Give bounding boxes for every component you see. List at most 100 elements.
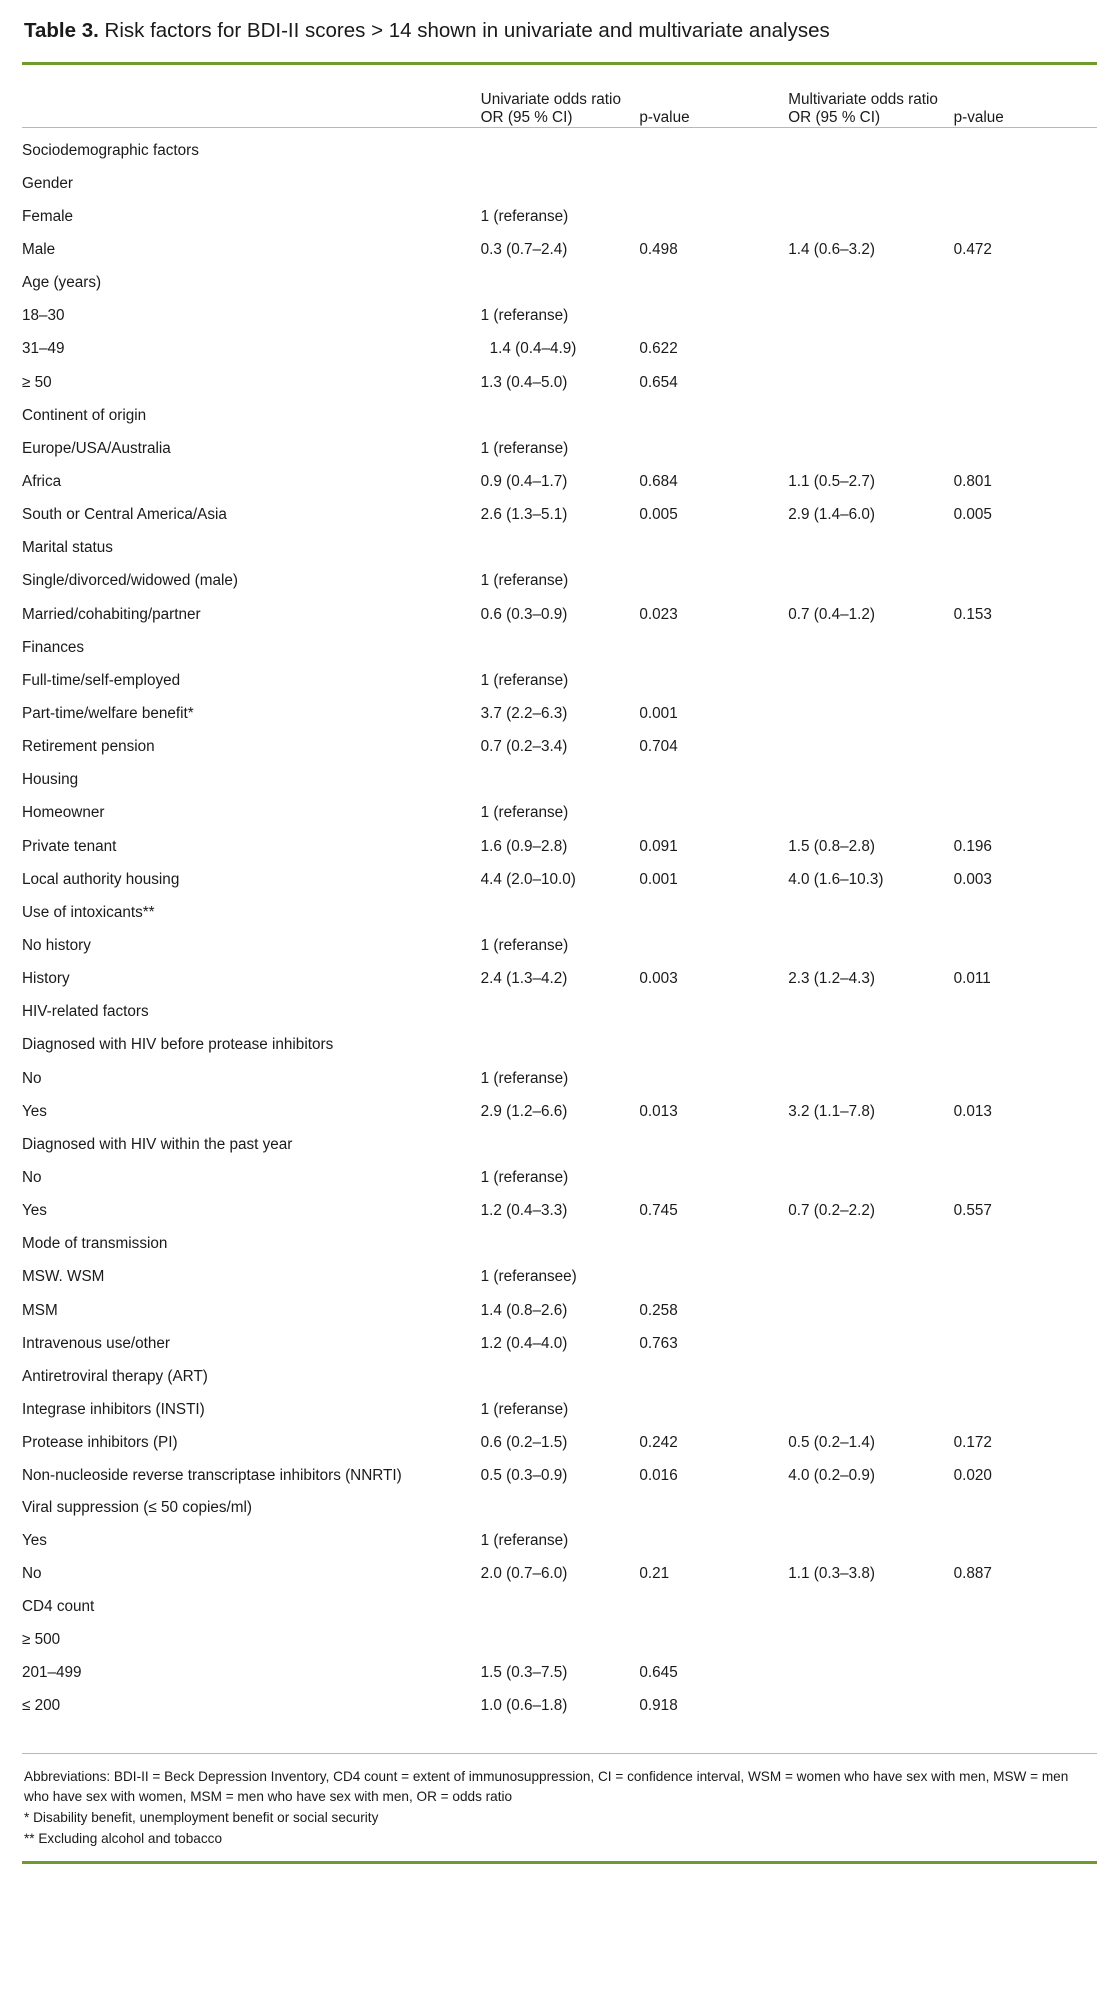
row-label: No	[22, 1069, 42, 1087]
multivariate-p-value	[954, 208, 1097, 241]
univariate-or-value: 2.6 (1.3–5.1)	[480, 506, 568, 524]
header-top-spacer	[22, 65, 1097, 91]
multivariate-p-value	[954, 340, 1097, 373]
univariate-p-value: 0.704	[639, 738, 678, 756]
table-row: Integrase inhibitors (INSTI) 1 (referanse…	[22, 1401, 1097, 1434]
header-univariate-or: OR (95 % CI)	[480, 108, 573, 126]
multivariate-or-value	[788, 539, 953, 572]
univariate-or-value	[481, 1631, 640, 1664]
univariate-p-value: 0.622	[639, 340, 678, 358]
univariate-p-value: 0.684	[639, 473, 678, 491]
row-label: Intravenous use/other	[22, 1334, 170, 1352]
multivariate-p-value: 0.005	[953, 506, 992, 524]
univariate-or-value: 1 (referanse)	[480, 1069, 569, 1087]
multivariate-or-value	[788, 705, 953, 738]
univariate-p-value: 0.005	[639, 506, 678, 524]
multivariate-p-value	[954, 407, 1097, 440]
univariate-p-value	[639, 1003, 788, 1036]
univariate-p-value	[639, 539, 788, 572]
univariate-or-value: 1.6 (0.9–2.8)	[480, 837, 568, 855]
multivariate-p-value: 0.153	[953, 605, 992, 623]
multivariate-or-value	[788, 1136, 953, 1169]
multivariate-p-value	[954, 1302, 1097, 1335]
table-row: Diagnosed with HIV before protease inhib…	[22, 1036, 1097, 1069]
univariate-p-value: 0.091	[639, 837, 678, 855]
multivariate-or-value	[788, 1664, 953, 1697]
table-row: Housing	[22, 771, 1097, 804]
multivariate-or-value	[788, 1598, 953, 1631]
univariate-p-value	[639, 1401, 788, 1434]
row-label: CD4 count	[22, 1598, 95, 1616]
univariate-p-value	[639, 1368, 788, 1401]
row-label: Local authority housing	[22, 870, 180, 888]
univariate-or-value: 3.7 (2.2–6.3)	[480, 705, 568, 723]
univariate-p-value: 0.016	[639, 1467, 678, 1485]
multivariate-or-value	[788, 1003, 953, 1036]
univariate-or-value	[481, 1499, 640, 1532]
multivariate-or-value	[788, 572, 953, 605]
table-row: South or Central America/Asia 2.6 (1.3–5.…	[22, 506, 1097, 539]
multivariate-p-value	[954, 274, 1097, 307]
table-caption: Table 3. Risk factors for BDI-II scores …	[22, 0, 1097, 56]
multivariate-or-value	[788, 208, 953, 241]
table-row: Intravenous use/other 1.2 (0.4–4.0) 0.763	[22, 1335, 1097, 1368]
multivariate-p-value	[954, 771, 1097, 804]
univariate-p-value	[639, 440, 788, 473]
table-row: Female 1 (referanse)	[22, 208, 1097, 241]
row-label: Antiretroviral therapy (ART)	[22, 1367, 208, 1385]
univariate-p-value: 0.745	[639, 1202, 678, 1220]
table-row: MSM 1.4 (0.8–2.6) 0.258	[22, 1302, 1097, 1335]
univariate-or-value	[481, 407, 640, 440]
table-row: No history 1 (referanse)	[22, 937, 1097, 970]
univariate-p-value: 0.001	[639, 705, 678, 723]
table-row: ≤ 200 1.0 (0.6–1.8) 0.918	[22, 1697, 1097, 1730]
row-label: ≤ 200	[22, 1697, 61, 1715]
row-label: Yes	[22, 1102, 47, 1120]
univariate-p-value	[639, 1070, 788, 1103]
header-multivariate-pvalue: p-value	[953, 108, 1004, 126]
multivariate-or-value	[788, 1368, 953, 1401]
multivariate-or-value	[788, 904, 953, 937]
multivariate-p-value	[954, 1401, 1097, 1434]
multivariate-p-value	[954, 705, 1097, 738]
table-row: Africa 0.9 (0.4–1.7) 0.684 1.1 (0.5–2.7) 0.8…	[22, 473, 1097, 506]
multivariate-or-value	[788, 1268, 953, 1301]
multivariate-or-value	[788, 274, 953, 307]
row-label: Homeowner	[22, 804, 105, 822]
table-row: Non-nucleoside reverse transcriptase inh…	[22, 1467, 1097, 1498]
univariate-p-value	[639, 307, 788, 340]
multivariate-or-value	[788, 937, 953, 970]
univariate-p-value	[639, 937, 788, 970]
multivariate-p-value	[954, 307, 1097, 340]
table-row: Yes 1.2 (0.4–3.3) 0.745 0.7 (0.2–2.2) 0.557	[22, 1202, 1097, 1235]
multivariate-p-value: 0.887	[953, 1564, 992, 1582]
table-row: Yes 1 (referanse)	[22, 1532, 1097, 1565]
table-row: 31–49 1.4 (0.4–4.9) 0.622	[22, 340, 1097, 373]
univariate-or-value: 2.0 (0.7–6.0)	[480, 1564, 568, 1582]
multivariate-p-value	[954, 1335, 1097, 1368]
multivariate-p-value	[954, 1697, 1097, 1730]
row-label: Yes	[22, 1531, 47, 1549]
multivariate-p-value: 0.172	[953, 1434, 992, 1452]
row-label: Yes	[22, 1202, 47, 1220]
multivariate-or-value	[788, 1532, 953, 1565]
table-page: Table 3. Risk factors for BDI-II scores …	[22, 0, 1097, 1865]
multivariate-or-value	[788, 175, 953, 208]
row-label: ≥ 500	[22, 1631, 61, 1649]
table-row: Married/cohabiting/partner 0.6 (0.3–0.9) 0…	[22, 606, 1097, 639]
footnote-single-asterisk: * Disability benefit, unemployment benef…	[24, 1809, 379, 1825]
header-label-column	[22, 109, 481, 127]
univariate-or-value	[481, 771, 640, 804]
univariate-or-value	[481, 1368, 640, 1401]
header-multivariate-group: Multivariate odds ratio	[788, 90, 938, 108]
row-label: Use of intoxicants**	[22, 903, 155, 921]
table-row: Private tenant 1.6 (0.9–2.8) 0.091 1.5 (0.8…	[22, 838, 1097, 871]
univariate-or-value: 2.4 (1.3–4.2)	[480, 970, 568, 988]
multivariate-or-value	[788, 1302, 953, 1335]
header-univariate-group: Univariate odds ratio	[480, 90, 621, 108]
multivariate-or-value	[788, 639, 953, 672]
multivariate-or-value: 2.3 (1.2–4.3)	[788, 970, 876, 988]
table-row: Age (years)	[22, 274, 1097, 307]
table-row: Use of intoxicants**	[22, 904, 1097, 937]
univariate-p-value: 0.498	[639, 241, 678, 259]
